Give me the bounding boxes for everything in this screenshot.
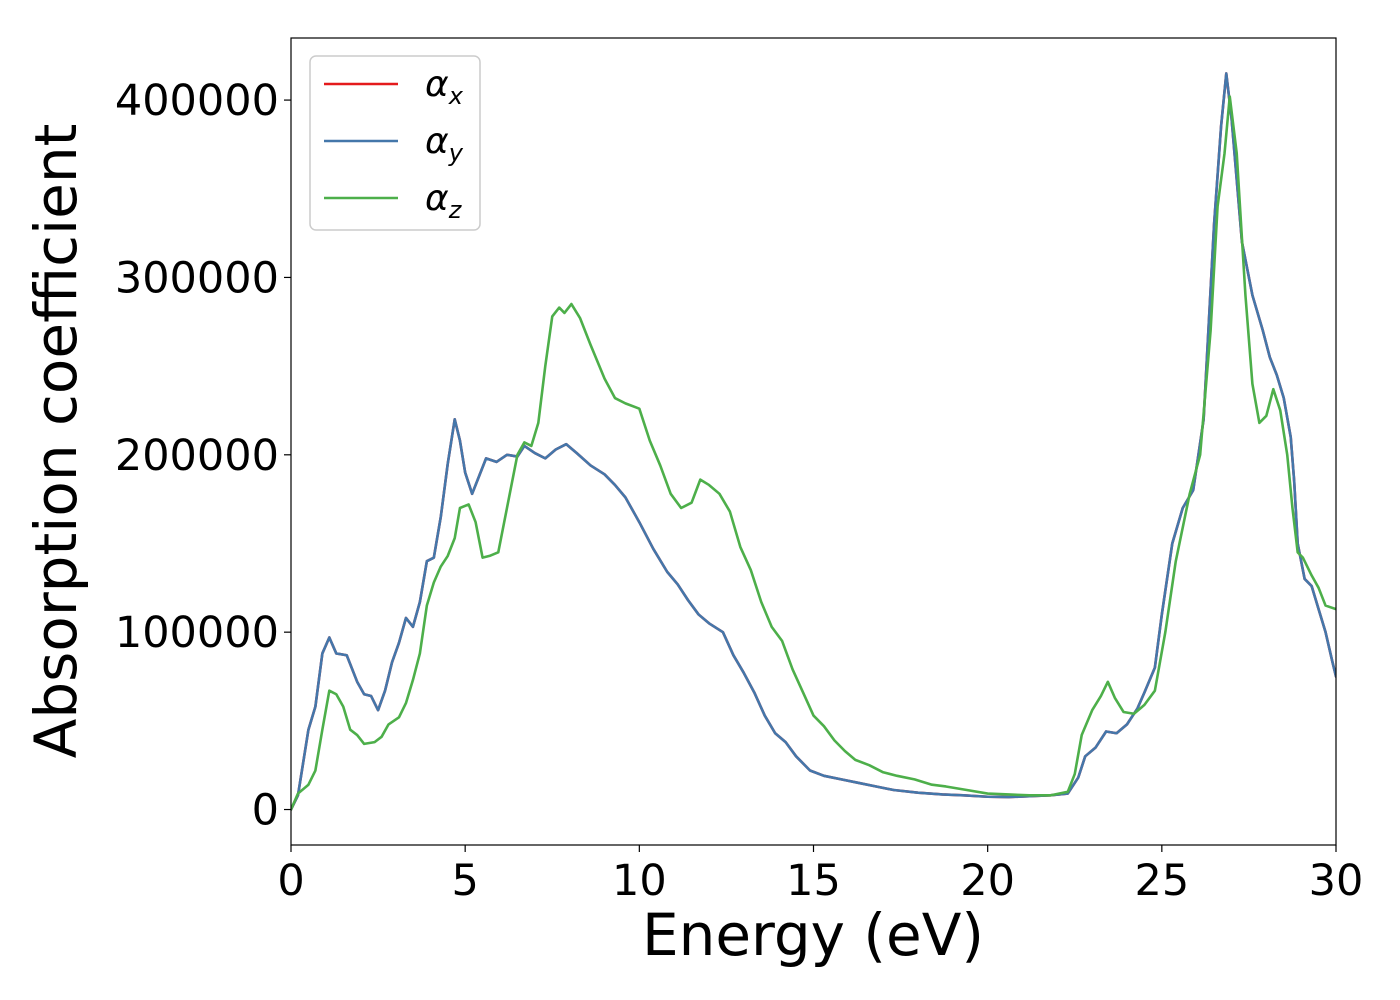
- x-tick-label: 25: [1134, 856, 1189, 906]
- y-axis-label: Absorption coefficient: [22, 124, 90, 759]
- series-line-alpha-z: [291, 95, 1336, 811]
- legend-symbol: α: [425, 121, 449, 162]
- x-tick-label: 5: [451, 856, 478, 906]
- legend-subscript: y: [448, 139, 464, 167]
- x-tick-label: 10: [612, 856, 667, 906]
- x-tick-label: 0: [277, 856, 304, 906]
- legend-subscript: x: [448, 82, 464, 110]
- legend-symbol: α: [425, 64, 449, 105]
- legend-symbol: α: [425, 178, 449, 219]
- y-tick-label: 300000: [115, 253, 279, 303]
- y-axis-ticks: 0 100000 200000 300000 400000: [115, 76, 291, 836]
- x-axis-label: Energy (eV): [642, 901, 984, 969]
- x-axis-ticks: 0 5 10 15 20 25 30: [277, 845, 1363, 906]
- x-tick-label: 20: [960, 856, 1015, 906]
- y-tick-label: 100000: [115, 608, 279, 658]
- x-tick-label: 30: [1309, 856, 1364, 906]
- legend-frame: [309, 55, 481, 231]
- y-tick-label: 0: [252, 786, 279, 836]
- legend-label-alpha-z: αz: [425, 178, 463, 224]
- series-layer: [291, 72, 1336, 811]
- x-tick-label: 15: [786, 856, 841, 906]
- legend-subscript: z: [448, 196, 463, 224]
- y-tick-label: 200000: [115, 431, 279, 481]
- series-line-alpha-y: [291, 72, 1336, 811]
- y-tick-label: 400000: [115, 76, 279, 126]
- legend-label-alpha-y: αy: [425, 121, 464, 167]
- legend-label-alpha-x: αx: [425, 64, 464, 110]
